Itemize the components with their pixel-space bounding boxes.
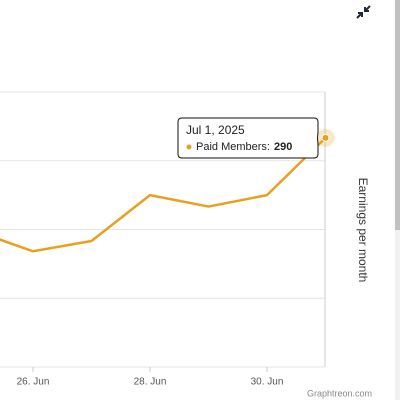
tooltip-title: Jul 1, 2025 [186, 123, 245, 137]
scrollbar-thumb[interactable] [395, 0, 400, 230]
tooltip: Jul 1, 2025 Paid Members: 290 [177, 117, 319, 159]
y2-axis-label: Earnings per month [356, 178, 370, 283]
collapse-icon[interactable] [356, 5, 371, 19]
x-tick-label: 28. Jun [134, 377, 167, 388]
tooltip-dot [186, 144, 192, 150]
x-tick-label: 26. Jun [17, 377, 50, 388]
credit: Graphtreon.com [307, 388, 372, 398]
tooltip-row: Paid Members: 290 [196, 141, 292, 153]
data-line [0, 136, 327, 253]
tooltip-box [177, 117, 319, 159]
x-tick-label: 30. Jun [251, 377, 284, 388]
tooltip-label: Paid Members: [196, 141, 270, 153]
hover-marker [321, 133, 330, 142]
tooltip-value: 290 [274, 141, 292, 153]
